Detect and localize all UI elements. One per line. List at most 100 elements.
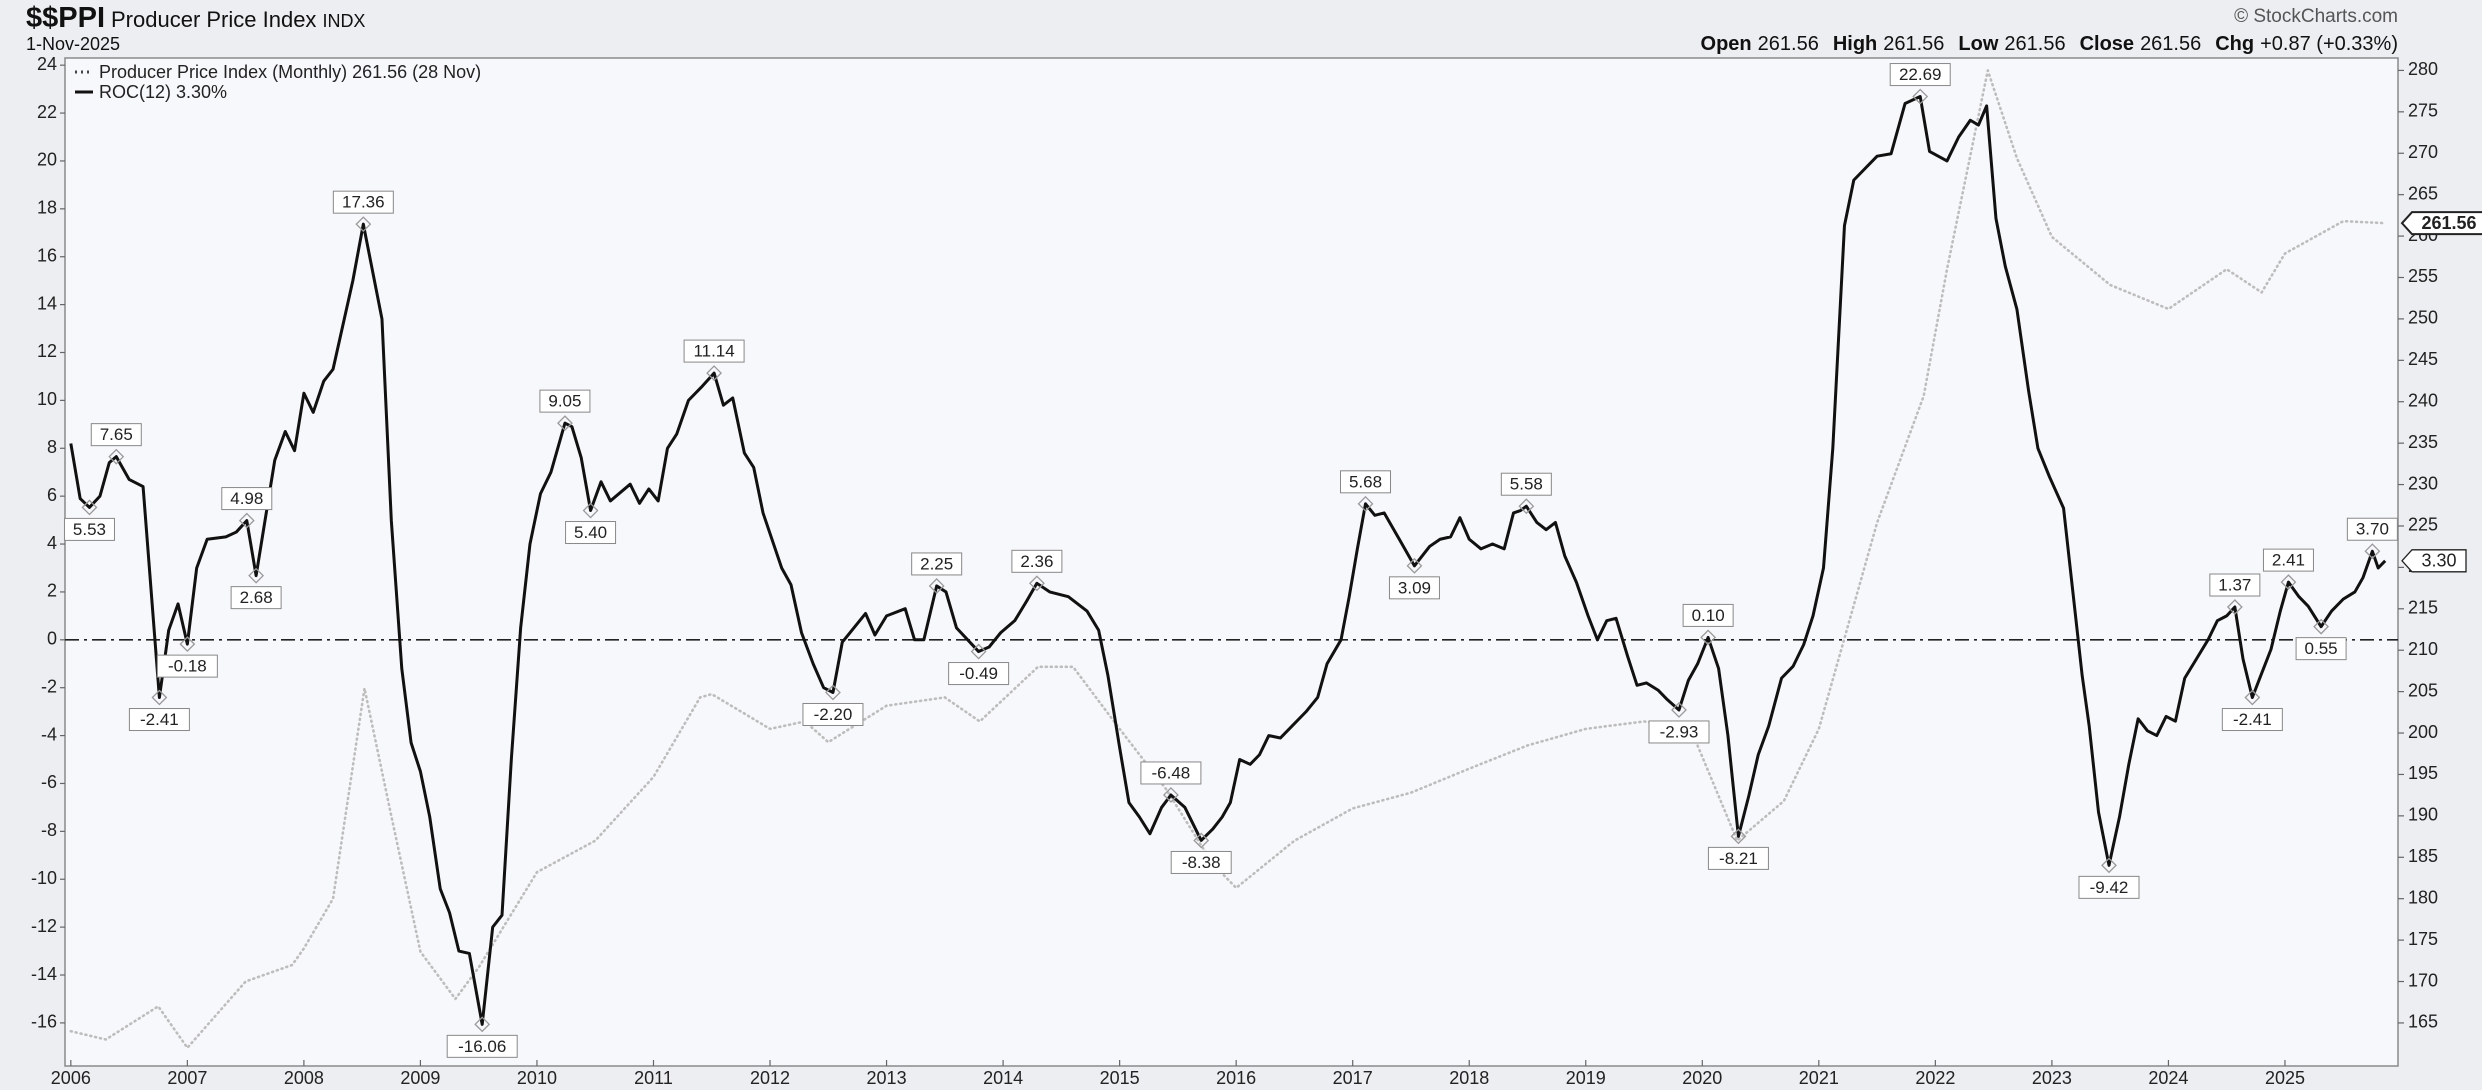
y2-tick-label: 190	[2408, 805, 2438, 825]
data-label: -16.06	[458, 1037, 506, 1056]
y2-tick-label: 230	[2408, 473, 2438, 493]
data-label: 0.10	[1692, 606, 1725, 625]
ohlc-item: High 261.56	[1833, 33, 1945, 56]
header-date: 1-Nov-2025	[26, 34, 121, 54]
y-tick-label: 16	[37, 245, 57, 265]
label-box	[156, 654, 218, 678]
ohlc-item: Chg +0.87 (+0.33%)	[2215, 33, 2398, 56]
data-label: 2.68	[240, 588, 273, 607]
label-box	[1011, 549, 1063, 573]
y-tick-label: -2	[41, 676, 57, 696]
y-tick-label: 14	[37, 293, 57, 313]
data-label: 5.40	[574, 523, 607, 542]
ohlc-label: Close	[2079, 33, 2135, 55]
y2-tick-label: 280	[2408, 59, 2438, 79]
y2-tick-label: 275	[2408, 101, 2438, 121]
point-marker	[2226, 599, 2243, 615]
x-tick-label: 2015	[1100, 1068, 1140, 1088]
y2-tick-label: 210	[2408, 639, 2438, 659]
y2-tick-label: 240	[2408, 390, 2438, 410]
y2-tick-label: 270	[2408, 142, 2438, 162]
data-label: 5.68	[1349, 472, 1382, 491]
label-box	[1388, 576, 1440, 600]
y-tick-label: -12	[31, 916, 57, 936]
index-name: Producer Price Index	[111, 7, 317, 32]
x-tick-label: 2010	[517, 1068, 557, 1088]
y-tick-label: 6	[47, 485, 57, 505]
label-box	[911, 552, 963, 576]
point-marker	[1912, 88, 1929, 105]
x-tick-label: 2020	[1682, 1068, 1722, 1088]
x-tick-label: 2007	[167, 1068, 207, 1088]
data-label: -2.41	[2233, 710, 2272, 729]
x-tick-label: 2019	[1566, 1068, 1606, 1088]
exchange: INDX	[322, 11, 366, 31]
y-tick-label: 4	[47, 533, 57, 553]
point-marker	[2313, 618, 2330, 635]
label-box	[2346, 517, 2398, 541]
label-box	[2262, 548, 2314, 572]
data-label: 2.41	[2272, 551, 2305, 570]
plot-area	[64, 57, 2399, 1067]
data-label: 5.53	[73, 520, 106, 539]
y2-tick-label: 175	[2408, 929, 2438, 949]
label-box	[1500, 472, 1552, 496]
data-label: 4.98	[230, 489, 263, 508]
x-tick-label: 2024	[2148, 1068, 2188, 1088]
x-tick-label: 2013	[867, 1068, 907, 1088]
point-marker	[474, 1016, 491, 1033]
label-box	[2209, 573, 2261, 597]
point-marker	[970, 643, 987, 660]
label-box	[230, 586, 282, 610]
y2-tick-label: 195	[2408, 763, 2438, 783]
label-box	[2221, 708, 2283, 732]
y-tick-label: -8	[41, 820, 57, 840]
y-tick-label: 0	[47, 629, 57, 649]
y-tick-label: 2	[47, 581, 57, 601]
point-marker	[355, 216, 372, 233]
label-box	[90, 423, 142, 447]
brand: © StockCharts.com	[2234, 6, 2398, 27]
data-label: 3.09	[1398, 578, 1431, 597]
x-tick-label: 2021	[1799, 1068, 1839, 1088]
point-marker	[151, 689, 168, 706]
label-box	[2295, 637, 2347, 661]
x-tick-label: 2014	[983, 1068, 1023, 1088]
label-box	[539, 389, 591, 413]
x-tick-label: 2023	[2032, 1068, 2072, 1088]
x-tick-label: 2016	[1216, 1068, 1256, 1088]
y-tick-label: 22	[37, 102, 57, 122]
label-box	[1340, 470, 1392, 494]
last-value-box	[2400, 211, 2482, 236]
y-tick-label: 12	[37, 341, 57, 361]
y-tick-label: 18	[37, 198, 57, 218]
data-label: -0.18	[168, 657, 207, 676]
point-marker	[825, 684, 841, 701]
point-marker	[81, 499, 98, 516]
data-label: -6.48	[1152, 763, 1191, 782]
label-box	[802, 702, 864, 726]
point-marker	[238, 512, 255, 529]
label-box	[446, 1034, 518, 1058]
label-box	[221, 487, 273, 511]
data-label: 7.65	[100, 425, 133, 444]
point-marker	[1406, 557, 1423, 574]
y-tick-label: -16	[31, 1012, 57, 1032]
ohlc-value: +0.87 (+0.33%)	[2260, 33, 2398, 55]
y2-tick-label: 205	[2408, 680, 2438, 700]
point-marker	[557, 415, 573, 432]
data-label: -2.41	[140, 710, 179, 729]
data-label: -8.21	[1719, 849, 1758, 868]
point-marker	[1671, 702, 1687, 718]
y-tick-label: 8	[47, 437, 57, 457]
ohlc-value: 261.56	[1883, 33, 1945, 55]
y-tick-label: -14	[31, 964, 57, 984]
y2-tick-label: 170	[2408, 970, 2438, 990]
point-marker	[1518, 498, 1535, 515]
last-value-label: 261.56	[2421, 213, 2476, 233]
ohlc-item: Low 261.56	[1958, 33, 2065, 56]
x-tick-label: 2025	[2265, 1068, 2305, 1088]
y2-tick-label: 185	[2408, 846, 2438, 866]
data-label: -0.49	[959, 664, 998, 683]
